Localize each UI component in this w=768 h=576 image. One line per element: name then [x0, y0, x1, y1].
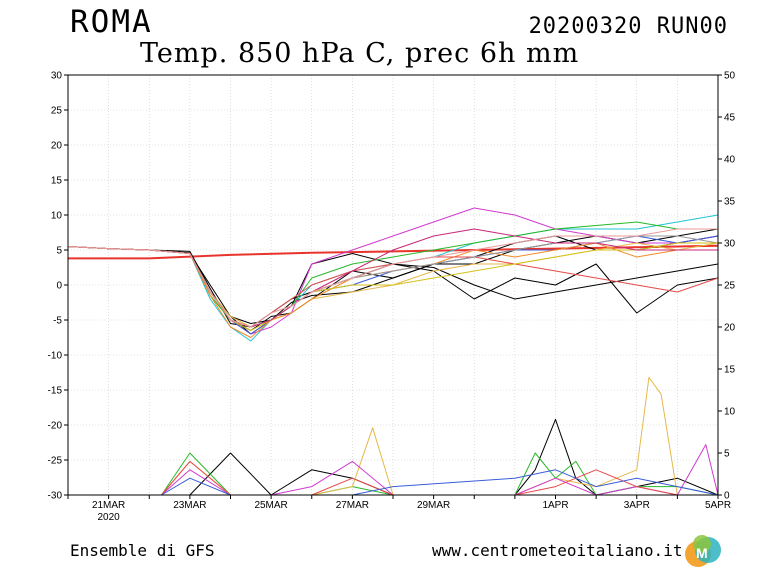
x-axis: 21MAR 23MAR 25MAR 27MAR 29MAR 1APR 3APR 5APR 202… [67, 495, 731, 523]
x-tick-label: 3APR [624, 500, 650, 511]
y-right-tick-label: 35 [724, 197, 736, 208]
y-right-tick-label: 30 [724, 239, 736, 250]
x-year-label: 2020 [98, 512, 121, 523]
x-tick-label: 23MAR [173, 500, 206, 511]
precipitation-member-series [161, 376, 718, 496]
y-axis-left: 30 25 20 15 10 5 0 -5 -10 -15 -20 -25 -30 [48, 71, 68, 502]
y-left-tick-label: 30 [51, 71, 63, 82]
y-right-tick-label: 45 [724, 113, 736, 124]
y-left-tick-label: 5 [56, 246, 62, 257]
y-right-tick-label: 20 [724, 323, 736, 334]
model-run-label: 20200320 RUN00 [528, 14, 728, 39]
y-left-tick-label: -5 [53, 316, 62, 327]
x-tick-label: 27MAR [336, 500, 369, 511]
temperature-member-series [67, 228, 718, 328]
centrometeo-logo-icon: M [685, 535, 721, 567]
y-left-tick-label: -25 [48, 456, 63, 467]
y-left-tick-label: 10 [51, 211, 63, 222]
temperature-members [67, 207, 719, 342]
y-left-tick-label: -15 [48, 386, 63, 397]
y-left-tick-label: 15 [51, 176, 63, 187]
y-left-tick-label: -30 [48, 491, 63, 502]
precipitation-members [161, 376, 719, 496]
x-tick-label: 29MAR [417, 500, 450, 511]
y-left-tick-label: -20 [48, 421, 63, 432]
x-tick-label: 21MAR [92, 500, 125, 511]
temperature-member-series [67, 246, 719, 335]
x-tick-label: 25MAR [254, 500, 287, 511]
temperature-member-series [67, 242, 718, 331]
footer-website-link[interactable]: www.centrometeoitaliano.it [432, 541, 683, 560]
y-left-tick-label: 0 [56, 281, 62, 292]
x-tick-label: 1APR [542, 500, 568, 511]
svg-text:M: M [696, 545, 708, 561]
y-right-tick-label: 15 [724, 365, 736, 376]
footer-source: Ensemble di GFS [70, 541, 215, 560]
y-left-tick-label: 20 [51, 141, 63, 152]
y-right-tick-label: 40 [724, 155, 736, 166]
y-right-tick-label: 5 [724, 449, 730, 460]
y-right-tick-label: 10 [724, 407, 736, 418]
precipitation-member-series [161, 469, 719, 496]
x-tick-label: 5APR [705, 500, 731, 511]
y-right-tick-label: 25 [724, 281, 736, 292]
precipitation-member-series [161, 444, 719, 496]
chart-title: Temp. 850 hPa C, prec 6h mm [140, 38, 580, 69]
y-left-tick-label: -10 [48, 351, 63, 362]
y-right-tick-label: 50 [724, 71, 736, 82]
y-left-tick-label: 25 [51, 106, 63, 117]
y-right-tick-label: 0 [724, 491, 730, 502]
precipitation-member-series [161, 452, 719, 496]
location-title: ROMA [70, 4, 153, 40]
